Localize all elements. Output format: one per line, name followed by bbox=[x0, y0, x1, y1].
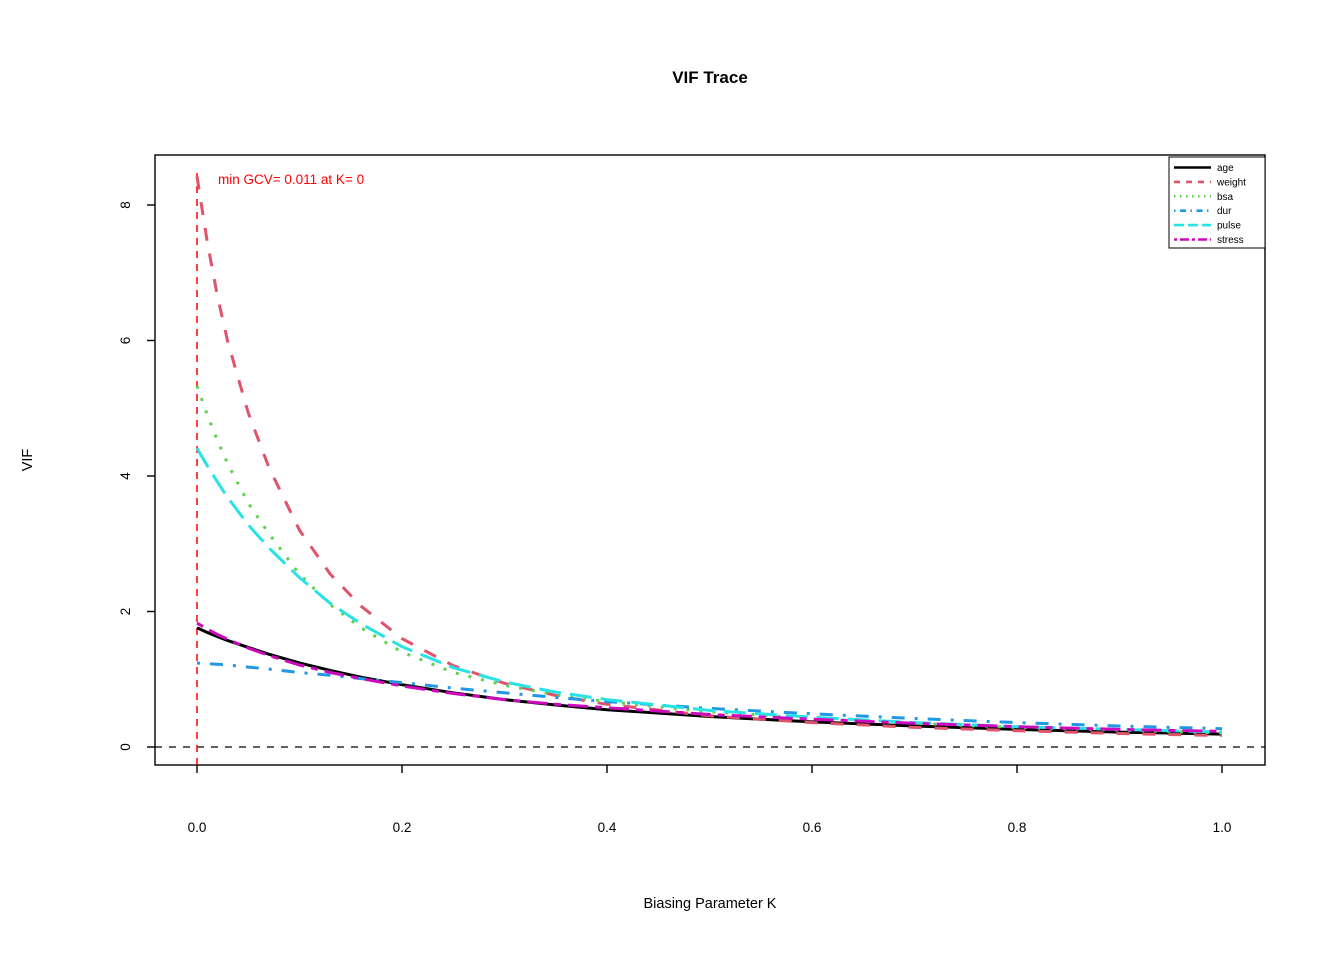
x-tick-label: 0.0 bbox=[188, 820, 207, 835]
x-tick-label: 0.4 bbox=[598, 820, 617, 835]
legend-label-age: age bbox=[1217, 163, 1234, 174]
legend-label-dur: dur bbox=[1217, 206, 1232, 217]
legend-box bbox=[1168, 156, 1266, 249]
x-tick-label: 0.6 bbox=[803, 820, 822, 835]
series-line-pulse bbox=[195, 447, 1223, 734]
legend-label-pulse: pulse bbox=[1217, 221, 1241, 232]
series-line-bsa bbox=[195, 385, 1223, 735]
chart-title: VIF Trace bbox=[672, 68, 748, 87]
y-tick-label: 8 bbox=[118, 201, 133, 209]
plot-box bbox=[154, 154, 1266, 766]
x-tick-label: 0.2 bbox=[393, 820, 412, 835]
x-tick-label: 1.0 bbox=[1213, 820, 1232, 835]
y-axis-label: VIF bbox=[20, 448, 36, 472]
y-tick-label: 6 bbox=[118, 337, 133, 345]
legend-label-stress: stress bbox=[1217, 235, 1244, 246]
legend-label-weight: weight bbox=[1216, 177, 1246, 188]
series-line-age bbox=[196, 626, 1223, 736]
legend-label-bsa: bsa bbox=[1217, 192, 1234, 203]
series-line-stress bbox=[196, 621, 1223, 733]
y-tick-label: 0 bbox=[118, 743, 133, 751]
y-tick-label: 4 bbox=[118, 472, 133, 480]
series-line-weight bbox=[195, 176, 1223, 737]
x-axis-label: Biasing Parameter K bbox=[643, 896, 777, 912]
x-tick-label: 0.8 bbox=[1008, 820, 1027, 835]
gcv-annotation: min GCV= 0.011 at K= 0 bbox=[218, 172, 365, 187]
y-tick-label: 2 bbox=[118, 608, 133, 616]
series-line-dur bbox=[196, 661, 1223, 731]
